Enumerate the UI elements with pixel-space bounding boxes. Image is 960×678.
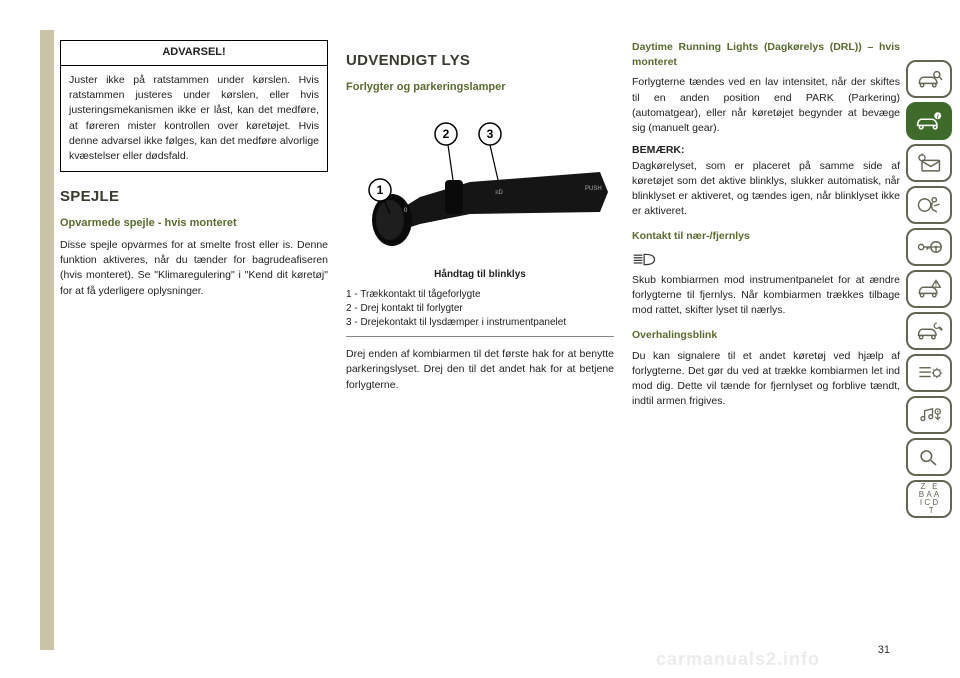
note-label: BEMÆRK: bbox=[632, 144, 685, 156]
svg-text:≡D: ≡D bbox=[495, 190, 504, 196]
watermark: carmanuals2.info bbox=[656, 649, 820, 670]
warning-body: Juster ikke på ratstammen under kørslen.… bbox=[61, 66, 327, 171]
subheading-drl: Daytime Running Lights (Dagkørelys (DRL)… bbox=[632, 40, 900, 70]
subheading-forlygter: Forlygter og parkeringslamper bbox=[346, 80, 614, 96]
paragraph: Du kan signalere til et andet køretøj ve… bbox=[632, 349, 900, 410]
message-icon[interactable] bbox=[906, 144, 952, 182]
warning-box: ADVARSEL! Juster ikke på ratstammen unde… bbox=[60, 40, 328, 172]
note: BEMÆRK: Dagkørelyset, som er placeret på … bbox=[632, 143, 900, 219]
car-service-icon[interactable] bbox=[906, 312, 952, 350]
paragraph: Forlygterne tændes ved en lav intensitet… bbox=[632, 75, 900, 136]
page-content: ADVARSEL! Juster ikke på ratstammen unde… bbox=[60, 40, 900, 640]
callout-1: 1 bbox=[377, 183, 384, 197]
stalk-figure: 0 ≡D PUSH 1 2 3 bbox=[346, 102, 614, 262]
olive-border bbox=[40, 30, 54, 650]
page-number: 31 bbox=[878, 644, 890, 656]
subheading-opvarmede: Opvarmede spejle - hvis monteret bbox=[60, 216, 328, 232]
paragraph: Disse spejle opvarmes for at smelte fros… bbox=[60, 238, 328, 299]
warning-title: ADVARSEL! bbox=[61, 41, 327, 66]
callout-3: 3 bbox=[487, 127, 494, 141]
paragraph: Skub kombiarmen mod instrumentpanelet fo… bbox=[632, 273, 900, 319]
section-heading-spejle: SPEJLE bbox=[60, 186, 328, 208]
search-icon[interactable] bbox=[906, 438, 952, 476]
svg-text:i: i bbox=[937, 113, 939, 120]
car-info-icon[interactable]: i bbox=[906, 102, 952, 140]
note-body: Dagkørelyset, som er placeret på samme s… bbox=[632, 160, 900, 218]
key-steering-icon[interactable] bbox=[906, 228, 952, 266]
figure-caption: Håndtag til blinklys bbox=[346, 268, 614, 283]
nav-audio-icon[interactable] bbox=[906, 396, 952, 434]
subheading-naer-fjern: Kontakt til nær-/fjernlys bbox=[632, 229, 900, 244]
legend-3: 3 - Drejekontakt til lysdæmper i instrum… bbox=[346, 316, 614, 330]
section-tabs-sidebar: i Z EB A AI C D T bbox=[906, 60, 952, 518]
car-warning-icon[interactable] bbox=[906, 270, 952, 308]
paragraph: Drej enden af kombiarmen til det første … bbox=[346, 347, 614, 393]
legend-1: 1 - Trækkontakt til tågeforlygte bbox=[346, 288, 614, 302]
subheading-overhaling: Overhalingsblink bbox=[632, 328, 900, 343]
headlamp-icon bbox=[632, 252, 658, 267]
column-2: UDVENDIGT LYS Forlygter og parkeringslam… bbox=[346, 40, 614, 640]
car-search-icon[interactable] bbox=[906, 60, 952, 98]
callout-2: 2 bbox=[443, 127, 450, 141]
svg-text:PUSH: PUSH bbox=[585, 186, 602, 192]
index-letters-icon[interactable]: Z EB A AI C D T bbox=[906, 480, 952, 518]
column-3: Daytime Running Lights (Dagkørelys (DRL)… bbox=[632, 40, 900, 640]
divider bbox=[346, 336, 614, 337]
section-heading-udvendigt: UDVENDIGT LYS bbox=[346, 50, 614, 72]
airbag-icon[interactable] bbox=[906, 186, 952, 224]
column-1: ADVARSEL! Juster ikke på ratstammen unde… bbox=[60, 40, 328, 640]
figure-legend: 1 - Trækkontakt til tågeforlygte 2 - Dre… bbox=[346, 288, 614, 330]
list-settings-icon[interactable] bbox=[906, 354, 952, 392]
legend-2: 2 - Drej kontakt til forlygter bbox=[346, 302, 614, 316]
